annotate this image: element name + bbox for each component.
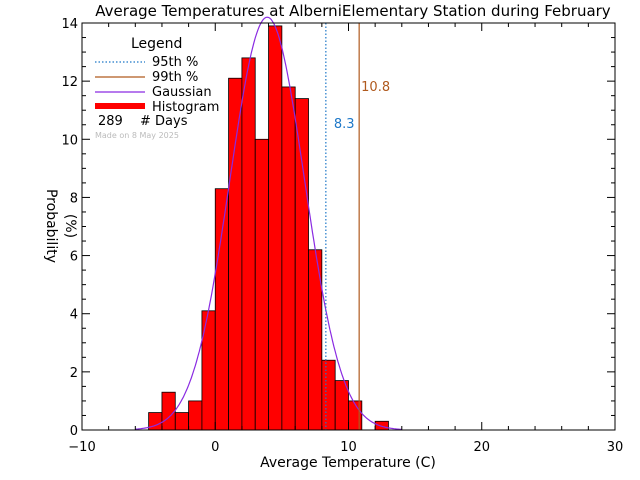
y-tick-label: 6 — [70, 250, 78, 265]
y-tick-label: 10 — [61, 133, 78, 148]
percentile-label: 8.3 — [334, 117, 355, 132]
y-tick-label: 14 — [61, 17, 78, 32]
y-axis-ticks: 0 2 4 6 8 10 12 14 — [61, 17, 615, 439]
gaussian-curve — [135, 16, 402, 430]
histogram-bar — [201, 310, 216, 431]
legend-99th-label: 99th % — [152, 70, 198, 85]
x-axis-ticks: −10 0 10 20 30 — [68, 23, 623, 455]
histogram-bar — [188, 400, 203, 431]
x-tick-label: 0 — [211, 440, 219, 455]
histogram-bar — [254, 138, 269, 431]
x-tick-label: 20 — [473, 440, 490, 455]
histogram-bar — [214, 188, 229, 431]
histogram-bar — [321, 359, 336, 431]
histogram-bar — [174, 412, 189, 431]
legend-title: Legend — [131, 36, 182, 52]
histogram-bar — [241, 57, 256, 431]
legend-95th-label: 95th % — [152, 55, 198, 70]
legend: Legend 95th % 99th % Gaussian Histogram … — [95, 36, 219, 140]
legend-histogram-label: Histogram — [152, 100, 219, 115]
histogram-bars — [148, 25, 389, 431]
percentile-lines: 8.3 10.8 — [325, 23, 390, 430]
y-tick-label: 4 — [70, 308, 78, 323]
histogram-bar — [228, 77, 243, 431]
legend-histogram-swatch — [95, 103, 145, 109]
x-tick-label: 30 — [607, 440, 624, 455]
y-axis-label-unit: (%) — [62, 214, 78, 238]
y-axis-label: Probability — [43, 189, 59, 263]
legend-days-count: 289 — [98, 114, 123, 129]
y-tick-label: 0 — [70, 424, 78, 439]
made-on-note: Made on 8 May 2025 — [95, 131, 179, 140]
x-axis-label: Average Temperature (C) — [260, 455, 436, 471]
y-tick-label: 2 — [70, 366, 78, 381]
histogram-bar — [161, 391, 176, 431]
gaussian-curve-layer — [135, 16, 402, 430]
histogram-bar — [374, 420, 389, 431]
y-tick-label: 12 — [61, 75, 78, 90]
histogram-bar — [268, 25, 283, 431]
x-tick-label: −10 — [68, 440, 95, 455]
x-tick-label: 10 — [340, 440, 357, 455]
percentile-label: 10.8 — [361, 80, 390, 95]
legend-gaussian-label: Gaussian — [152, 85, 212, 100]
y-tick-label: 8 — [70, 191, 78, 206]
chart-title: Average Temperatures at AlberniElementar… — [95, 2, 611, 20]
legend-days-label: # Days — [140, 114, 188, 129]
histogram-bar — [281, 86, 296, 431]
histogram-bar — [294, 98, 309, 431]
